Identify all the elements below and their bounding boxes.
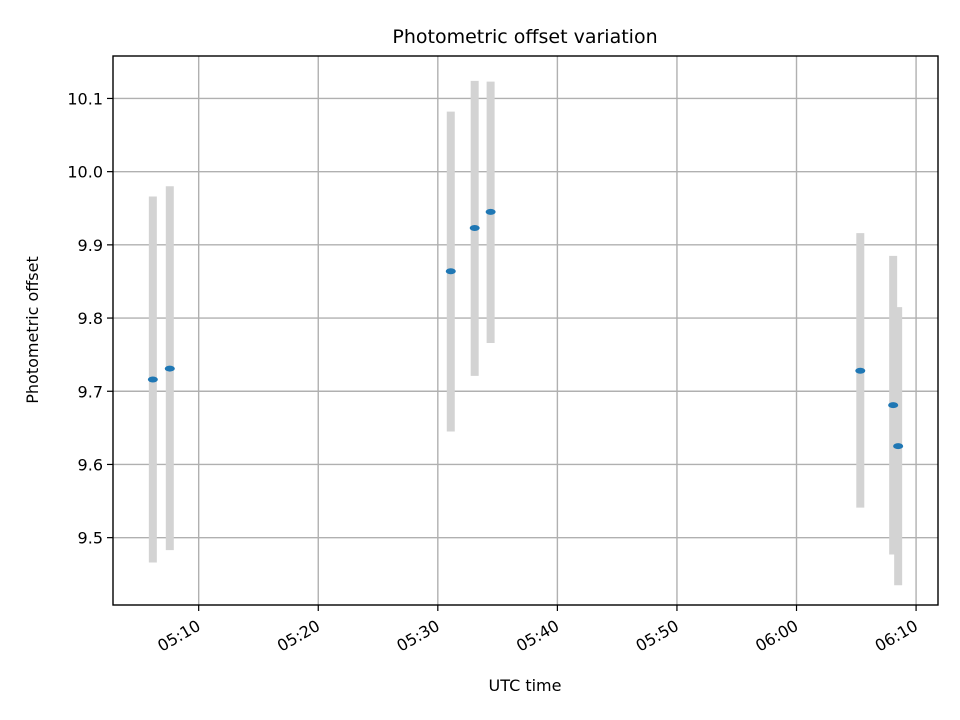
data-point [888, 402, 899, 409]
plot-frame [112, 55, 939, 606]
y-tick-label: 9.8 [78, 309, 103, 328]
y-tick-label: 9.9 [78, 236, 103, 255]
y-tick: 9.6 [78, 455, 113, 474]
y-tick: 10.0 [67, 163, 113, 182]
y-tick-label: 9.6 [78, 455, 103, 474]
y-axis-ticks: 9.5 9.6 9.7 9.8 9.9 10.0 10.1 [67, 89, 113, 548]
data-point [893, 443, 904, 450]
data-point [469, 225, 480, 232]
data-point [855, 367, 866, 374]
y-tick-label: 10.1 [67, 89, 103, 108]
y-tick: 10.1 [67, 89, 113, 108]
point-layer [147, 208, 904, 450]
data-point [164, 365, 175, 372]
y-tick: 9.9 [78, 236, 113, 255]
y-tick-label: 9.5 [78, 529, 103, 548]
x-axis-label: UTC time [489, 676, 562, 695]
grid [113, 56, 938, 605]
y-tick: 9.8 [78, 309, 113, 328]
y-tick-label: 10.0 [67, 163, 103, 182]
y-tick-label: 9.7 [78, 382, 103, 401]
data-point [147, 376, 158, 383]
y-tick: 9.5 [78, 529, 113, 548]
chart-title: Photometric offset variation [392, 26, 657, 48]
data-point [445, 268, 456, 275]
y-tick: 9.7 [78, 382, 113, 401]
y-axis-label: Photometric offset [23, 256, 42, 404]
data-point [485, 208, 496, 215]
